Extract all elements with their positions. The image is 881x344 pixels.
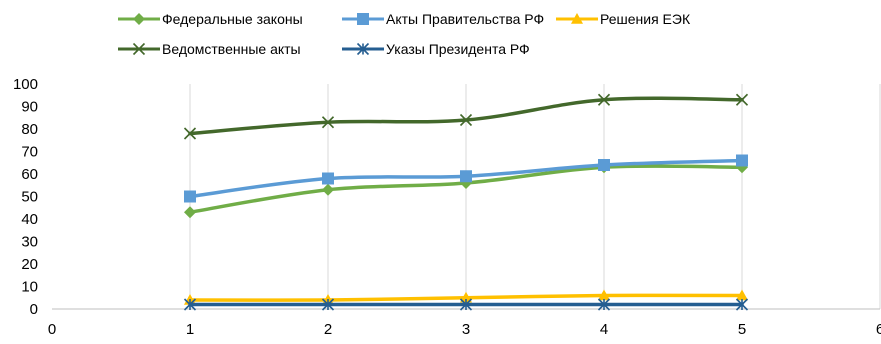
- data-point: [322, 183, 334, 196]
- x-tick-label: 0: [48, 321, 56, 338]
- data-point: [459, 298, 473, 311]
- y-tick-label: 20: [21, 256, 38, 273]
- x-tick-label: 6: [876, 321, 881, 338]
- data-point: [322, 172, 334, 185]
- legend-label: Федеральные законы: [162, 11, 303, 27]
- x-tick-label: 2: [324, 321, 332, 338]
- series-3: [183, 93, 749, 140]
- data-point: [735, 93, 749, 106]
- y-tick-label: 80: [21, 121, 38, 138]
- data-point: [597, 298, 611, 311]
- y-tick-label: 40: [21, 211, 38, 228]
- y-tick-label: 0: [30, 301, 38, 318]
- legend: Федеральные законы Акты Правительства РФ Р…: [118, 11, 691, 57]
- y-tick-label: 100: [13, 76, 38, 93]
- legend-item: Ведомственные акты: [118, 41, 301, 57]
- y-axis-ticks: 0 10 20 30 40 50 60 70 80 90 100: [13, 76, 38, 318]
- data-point: [184, 190, 196, 203]
- series-1: [184, 154, 748, 203]
- legend-marker: [132, 42, 146, 56]
- legend-label: Ведомственные акты: [162, 41, 301, 57]
- data-point: [183, 298, 197, 311]
- x-tick-label: 5: [738, 321, 746, 338]
- legend-item: Указы Президента РФ: [342, 41, 530, 57]
- data-point: [735, 298, 749, 311]
- data-point: [598, 159, 610, 171]
- y-tick-label: 30: [21, 234, 38, 251]
- y-tick-label: 60: [21, 166, 38, 183]
- legend-item: Федеральные законы: [118, 11, 303, 27]
- y-tick-label: 90: [21, 99, 38, 116]
- legend-label: Решения ЕЭК: [600, 11, 691, 27]
- legend-label: Акты Правительства РФ: [386, 11, 544, 27]
- legend-item: Решения ЕЭК: [556, 11, 691, 27]
- y-tick-label: 70: [21, 144, 38, 161]
- data-point: [460, 291, 472, 303]
- y-tick-label: 10: [21, 279, 38, 296]
- data-point: [597, 93, 611, 106]
- legend-item: Акты Правительства РФ: [342, 11, 544, 27]
- x-tick-label: 3: [462, 321, 470, 338]
- legend-marker: [571, 13, 583, 24]
- data-point: [459, 113, 473, 127]
- x-axis-ticks: 0 1 2 3 4 5 6: [48, 321, 881, 338]
- legend-marker: [356, 42, 370, 56]
- data-point: [183, 127, 197, 140]
- gridlines: [189, 84, 881, 309]
- data-point: [736, 289, 748, 301]
- x-tick-label: 4: [600, 321, 608, 338]
- series-4: [183, 298, 749, 311]
- y-tick-label: 50: [21, 189, 38, 206]
- data-point: [598, 289, 610, 301]
- legend-label: Указы Президента РФ: [386, 41, 530, 57]
- data-point: [184, 206, 196, 219]
- x-tick-label: 1: [186, 321, 194, 338]
- legend-marker: [357, 13, 369, 25]
- data-point: [460, 170, 472, 183]
- data-point: [736, 154, 748, 167]
- data-point: [321, 116, 335, 129]
- data-point: [321, 298, 335, 311]
- legend-marker: [133, 13, 145, 25]
